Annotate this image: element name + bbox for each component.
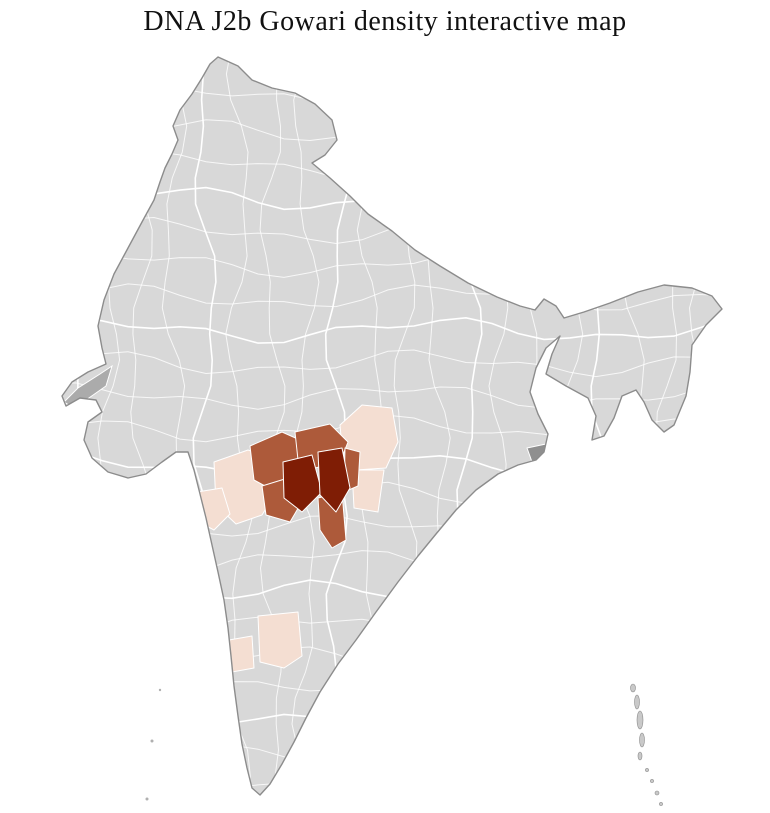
- district-boundary-line: [62, 680, 722, 708]
- district-boundary-line: [62, 381, 722, 410]
- district-boundary-line: [62, 744, 722, 773]
- lakshadweep-islands: [145, 688, 162, 801]
- district-boundary-line: [62, 85, 722, 114]
- india-outline: [61, 56, 723, 796]
- map-title: DNA J2b Gowari density interactive map: [143, 6, 627, 37]
- district-gray-highlight[interactable]: [526, 443, 553, 474]
- district-high-density[interactable]: [282, 454, 323, 513]
- district-boundary-line: [62, 57, 89, 795]
- district-boundary-line: [62, 349, 722, 378]
- district-low-density[interactable]: [257, 611, 303, 669]
- district-boundary-line: [687, 57, 716, 795]
- district-boundary-line: [62, 711, 722, 741]
- district-boundary-line: [62, 151, 722, 179]
- district-boundary-line: [62, 283, 722, 311]
- district-high-density[interactable]: [317, 447, 351, 513]
- district-boundary-line: [62, 778, 722, 795]
- district-boundary-line: [62, 316, 722, 344]
- district-boundary-line: [62, 612, 722, 641]
- district-boundary-line: [259, 57, 286, 795]
- district-boundary-line: [62, 646, 722, 674]
- district-low-density[interactable]: [351, 469, 385, 513]
- district-boundary-line: [291, 57, 320, 795]
- district-boundary-line: [554, 57, 584, 795]
- district-boundary-line: [62, 118, 722, 146]
- district-boundary-line: [62, 57, 722, 81]
- andaman-nicobar-islands: [630, 683, 663, 806]
